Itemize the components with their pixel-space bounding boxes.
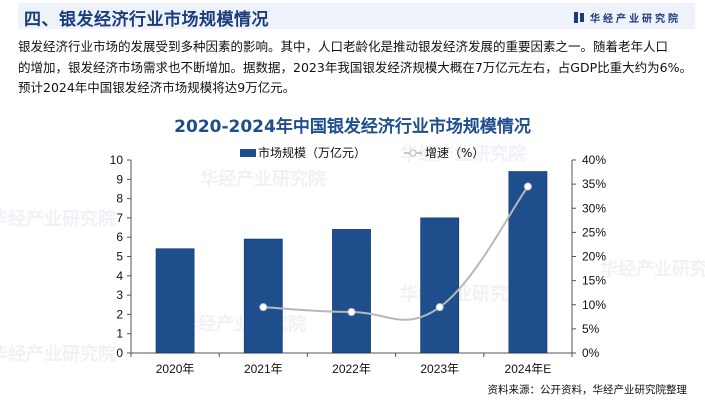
legend-item-market-size[interactable]: 市场规模（万亿元） — [240, 144, 366, 161]
bar-market-size[interactable] — [332, 229, 371, 354]
left-tick-label: 9 — [116, 172, 123, 186]
left-tick-label: 10 — [110, 153, 124, 167]
right-tick-label: 0% — [582, 346, 600, 360]
right-tick-label: 35% — [582, 177, 606, 191]
legend-item-growth[interactable]: 增速（%） — [404, 144, 484, 161]
left-tick-label: 0 — [116, 346, 123, 360]
right-tick-label: 10% — [582, 298, 606, 312]
bar-market-size[interactable] — [243, 238, 283, 354]
left-tick-label: 8 — [116, 192, 123, 206]
chart-legend: 市场规模（万亿元） 增速（%） — [240, 144, 522, 161]
source-note: 资料来源：公开资料，华经产业研究院整理 — [487, 384, 688, 396]
x-tick-label: 2020年 — [156, 362, 195, 376]
legend-label: 增速（%） — [425, 146, 485, 160]
intro-line: 预计2024年中国银发经济市场规模将达9万亿元。 — [18, 80, 296, 95]
x-tick-label: 2022年 — [332, 362, 371, 376]
growth-point[interactable] — [523, 182, 532, 191]
intro-line: 银发经济行业市场的发展受到多种因素的影响。其中，人口老龄化是推动银发经济发展的重… — [18, 39, 669, 54]
x-tick-label: 2024年E — [505, 362, 552, 376]
growth-point[interactable] — [259, 303, 268, 312]
x-tick-label: 2021年 — [244, 362, 283, 376]
growth-line — [263, 185, 529, 321]
right-tick-label: 25% — [582, 225, 606, 239]
right-tick-label: 5% — [582, 322, 600, 336]
growth-point[interactable] — [347, 307, 356, 316]
section-header: 四、银发经济行业市场规模情况 华经产业研究院 — [18, 3, 695, 30]
left-tick-label: 7 — [116, 211, 123, 225]
section-title: 四、银发经济行业市场规模情况 — [24, 10, 269, 30]
left-tick-label: 4 — [116, 269, 123, 283]
line-marker-icon — [404, 149, 423, 156]
bar-market-size[interactable] — [508, 171, 548, 354]
right-tick-label: 30% — [582, 201, 606, 215]
intro-line: 的增加，银发经济市场需求也不断增加。据数据，2023年我国银发经济规模大概在7万… — [18, 59, 692, 75]
bar-market-size[interactable] — [155, 248, 195, 354]
right-tick-label: 40% — [582, 153, 606, 167]
left-tick-label: 2 — [116, 307, 123, 321]
x-tick-label: 2023年 — [420, 362, 459, 376]
brand-logo: 华经产业研究院 — [574, 10, 681, 25]
legend-label: 市场规模（万亿元） — [258, 146, 367, 160]
left-tick-label: 3 — [116, 288, 123, 302]
right-tick-label: 15% — [582, 274, 606, 288]
bar-market-size[interactable] — [420, 217, 460, 354]
bar-swatch-icon — [240, 148, 256, 157]
book-logo-icon — [574, 12, 584, 23]
chart-title: 2020-2024年中国银发经济行业市场规模情况 — [174, 117, 531, 137]
right-tick-label: 20% — [582, 250, 606, 264]
left-tick-label: 1 — [116, 327, 123, 341]
growth-point[interactable] — [435, 303, 444, 312]
left-tick-label: 6 — [116, 230, 123, 244]
brand-name: 华经产业研究院 — [590, 14, 681, 25]
intro-paragraph: 银发经济行业市场的发展受到多种因素的影响。其中，人口老龄化是推动银发经济发展的重… — [18, 37, 698, 99]
left-tick-label: 5 — [116, 250, 123, 264]
